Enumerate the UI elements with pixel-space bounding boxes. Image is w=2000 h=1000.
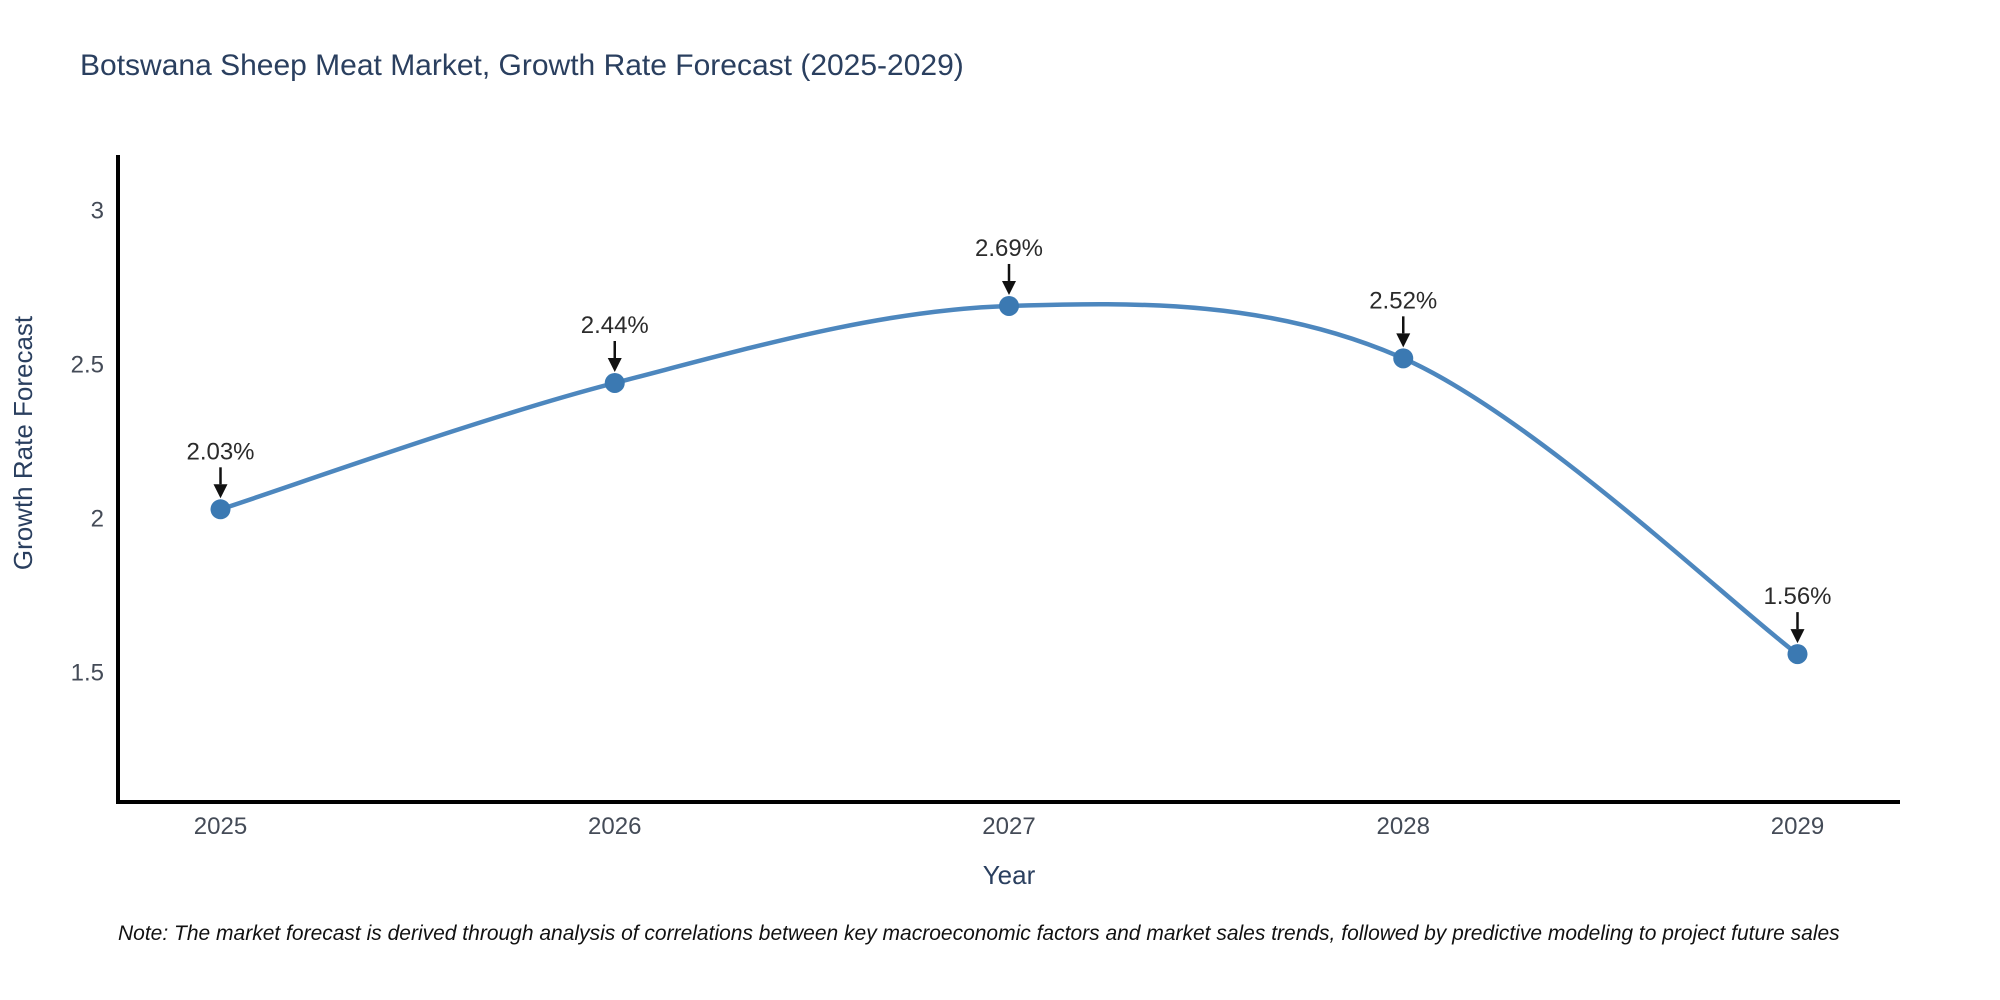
x-tick-label: 2028 (1377, 813, 1430, 840)
data-point-marker (999, 295, 1019, 316)
point-annotation-label: 2.44% (581, 312, 649, 339)
axis-lines (116, 155, 1900, 804)
x-tick-label: 2026 (588, 813, 641, 840)
annotation-arrow-head (1790, 629, 1805, 644)
y-tick-label: 1.5 (71, 660, 104, 687)
data-point-marker (604, 372, 625, 393)
data-point-marker (210, 499, 231, 520)
point-annotation: 1.56% (1763, 583, 1832, 644)
axes (116, 155, 1900, 804)
point-annotation: 2.03% (186, 438, 255, 499)
point-annotation: 2.52% (1369, 287, 1437, 348)
point-annotation-label: 2.52% (1369, 287, 1437, 314)
y-tick-label: 3 (91, 197, 104, 224)
point-annotation: 2.44% (581, 312, 649, 372)
x-axis-title: Year (983, 860, 1036, 890)
y-tick-label: 2.5 (71, 352, 104, 379)
point-annotation-label: 2.69% (975, 235, 1043, 262)
point-annotation: 2.69% (975, 235, 1043, 295)
annotation-arrow-head (1396, 333, 1411, 348)
y-tick-label: 2 (91, 506, 104, 533)
x-tick-label: 2027 (982, 813, 1035, 840)
chart-title: Botswana Sheep Meat Market, Growth Rate … (80, 49, 964, 82)
x-tick-label: 2025 (194, 813, 247, 840)
line-series (210, 295, 1808, 665)
annotation-arrow-head (1002, 280, 1016, 295)
y-axis-title: Growth Rate Forecast (8, 315, 38, 570)
data-point-marker (1393, 348, 1414, 369)
footnote: Note: The market forecast is derived thr… (118, 922, 1840, 945)
series-line (219, 301, 1799, 656)
annotation-arrow-head (607, 357, 622, 372)
annotation-arrow-head (213, 484, 228, 499)
point-annotation-label: 1.56% (1763, 583, 1831, 610)
y-tick-labels: 1.5 2 2.5 3 (71, 197, 104, 686)
point-annotations: 2.03% 2.44% 2.69% 2.52% 1.56% (186, 235, 1832, 644)
x-tick-labels: 2025 2026 2027 2028 2029 (194, 813, 1824, 840)
point-annotation-label: 2.03% (186, 438, 254, 465)
x-tick-label: 2029 (1771, 813, 1824, 840)
data-point-marker (1787, 644, 1808, 665)
